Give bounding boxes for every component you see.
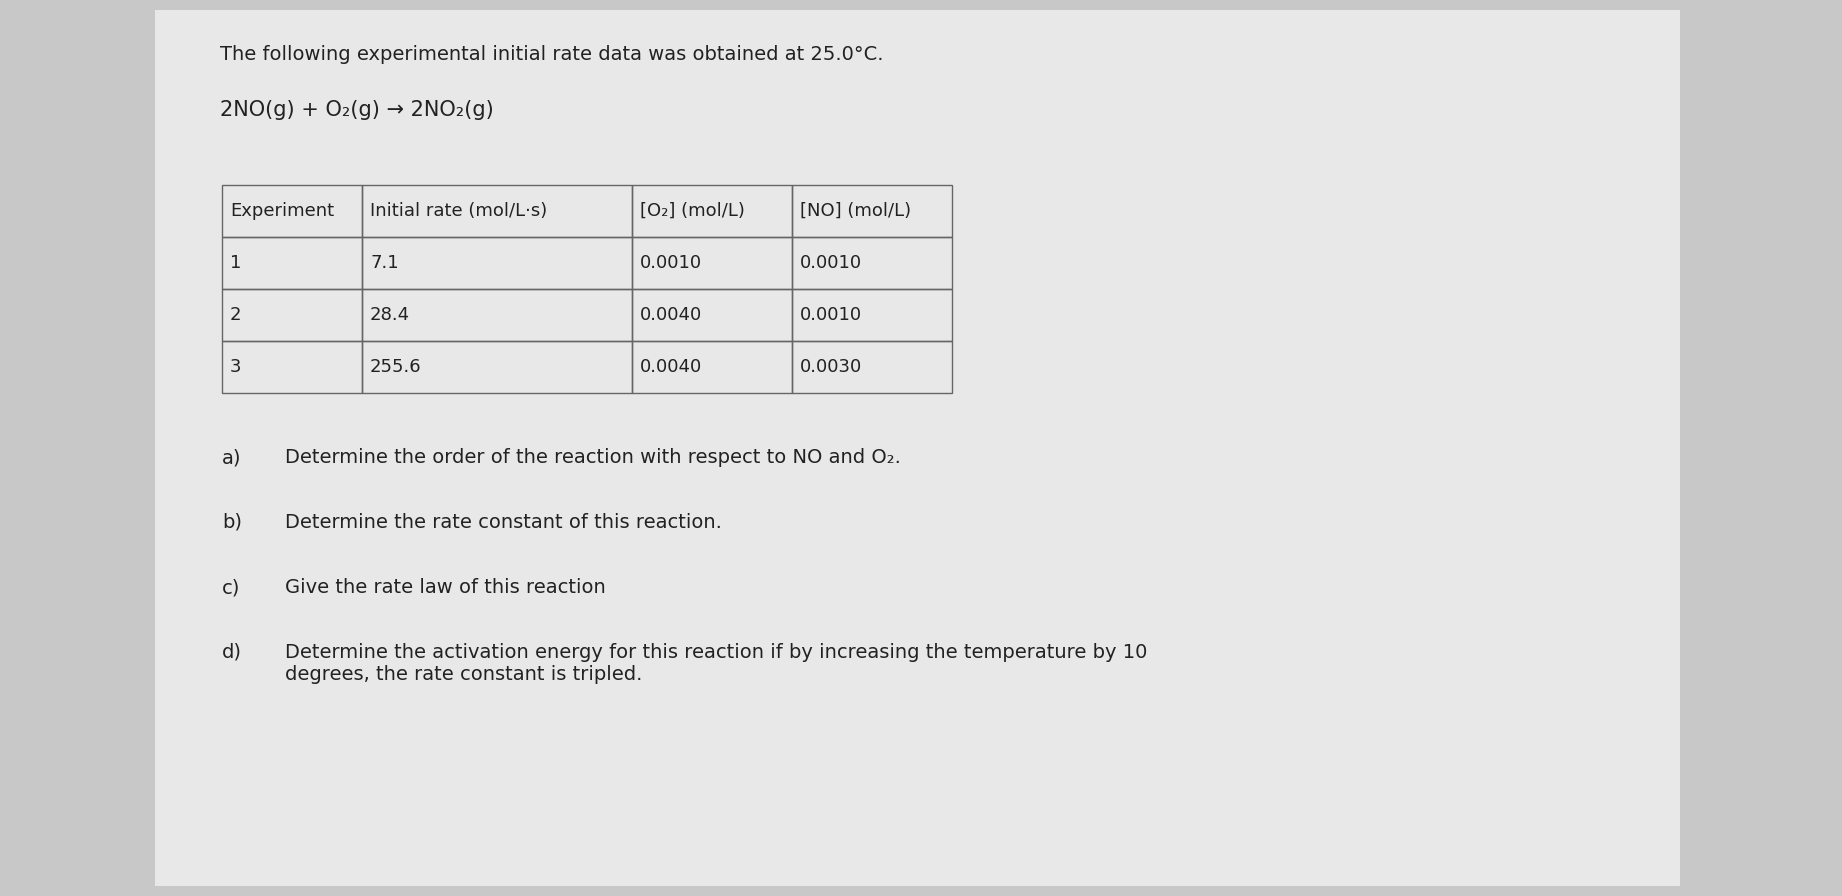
Text: 255.6: 255.6 [370, 358, 422, 376]
Text: [O₂] (mol/L): [O₂] (mol/L) [639, 202, 744, 220]
Text: 0.0040: 0.0040 [639, 306, 702, 324]
Text: Determine the order of the reaction with respect to NO and O₂.: Determine the order of the reaction with… [286, 448, 901, 467]
Bar [223, 341, 363, 393]
Text: b): b) [223, 513, 241, 532]
Bar [363, 341, 632, 393]
Bar [792, 289, 952, 341]
Bar [223, 289, 363, 341]
Text: a): a) [223, 448, 241, 467]
Text: 2NO(g) + O₂(g) → 2NO₂(g): 2NO(g) + O₂(g) → 2NO₂(g) [219, 100, 494, 120]
Bar [632, 185, 792, 237]
Text: 3: 3 [230, 358, 241, 376]
Bar [223, 237, 363, 289]
Bar [792, 185, 952, 237]
Bar [632, 289, 792, 341]
Bar [223, 185, 363, 237]
Text: 1: 1 [230, 254, 241, 272]
Bar [792, 237, 952, 289]
Text: Initial rate (mol/L·s): Initial rate (mol/L·s) [370, 202, 547, 220]
Text: 7.1: 7.1 [370, 254, 398, 272]
Bar [155, 10, 1680, 886]
Text: Determine the rate constant of this reaction.: Determine the rate constant of this reac… [286, 513, 722, 532]
Text: c): c) [223, 578, 239, 597]
Text: 0.0040: 0.0040 [639, 358, 702, 376]
Text: Give the rate law of this reaction: Give the rate law of this reaction [286, 578, 606, 597]
Bar [363, 289, 632, 341]
Bar [632, 237, 792, 289]
Text: 0.0030: 0.0030 [799, 358, 862, 376]
Text: 2: 2 [230, 306, 241, 324]
Text: 0.0010: 0.0010 [639, 254, 702, 272]
Text: Experiment: Experiment [230, 202, 333, 220]
Bar [363, 237, 632, 289]
Bar [632, 341, 792, 393]
Bar [792, 341, 952, 393]
Text: Determine the activation energy for this reaction if by increasing the temperatu: Determine the activation energy for this… [286, 643, 1148, 684]
Text: 0.0010: 0.0010 [799, 306, 862, 324]
Text: 28.4: 28.4 [370, 306, 411, 324]
Bar [363, 185, 632, 237]
Text: d): d) [223, 643, 241, 662]
Text: [NO] (mol/L): [NO] (mol/L) [799, 202, 912, 220]
Text: 0.0010: 0.0010 [799, 254, 862, 272]
Text: The following experimental initial rate data was obtained at 25.0°C.: The following experimental initial rate … [219, 45, 884, 64]
